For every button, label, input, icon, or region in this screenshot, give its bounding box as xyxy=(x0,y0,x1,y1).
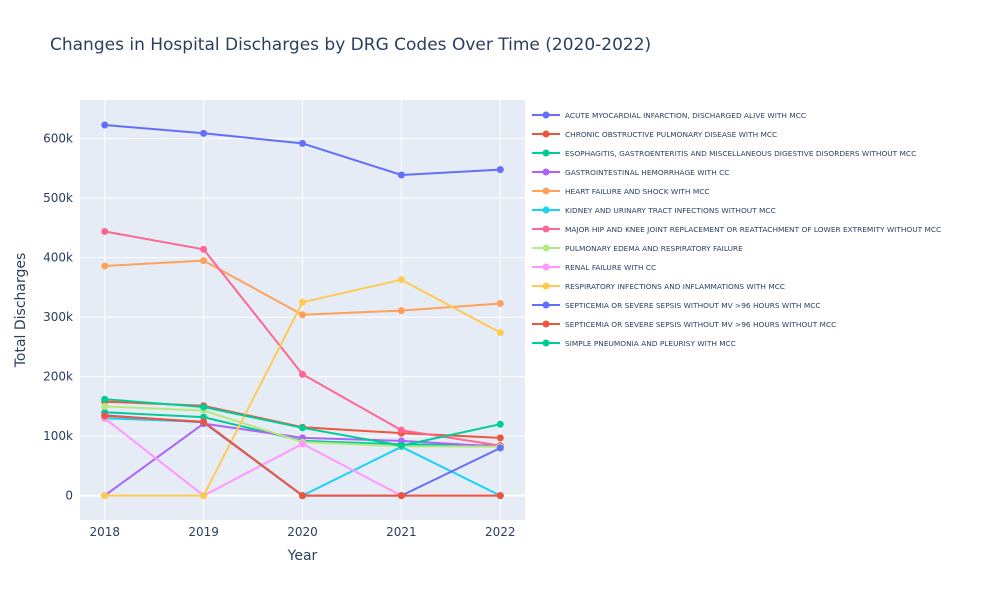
x-tick-label: 2021 xyxy=(386,525,417,539)
y-tick-label: 300k xyxy=(43,310,73,324)
data-point xyxy=(496,329,504,337)
x-axis-ticks: 2018 2019 2020 2021 2022 xyxy=(89,525,515,539)
data-point xyxy=(200,245,208,253)
legend-label: MAJOR HIP AND KNEE JOINT REPLACEMENT OR … xyxy=(565,225,941,234)
legend-label: RENAL FAILURE WITH CC xyxy=(565,263,656,272)
legend-marker xyxy=(542,130,550,138)
legend-label: GASTROINTESTINAL HEMORRHAGE WITH CC xyxy=(565,168,729,177)
data-point xyxy=(299,424,306,432)
legend-item: ESOPHAGITIS, GASTROENTERITIS AND MISCELL… xyxy=(532,149,916,158)
legend-item: RENAL FAILURE WITH CC xyxy=(532,263,656,272)
data-point xyxy=(496,434,504,442)
data-point xyxy=(299,139,306,147)
legend-marker xyxy=(542,111,550,119)
legend-label: HEART FAILURE AND SHOCK WITH MCC xyxy=(565,187,710,196)
data-point xyxy=(299,298,306,306)
data-point xyxy=(299,492,306,500)
legend-label: PULMONARY EDEMA AND RESPIRATORY FAILURE xyxy=(565,244,743,253)
data-point xyxy=(496,420,504,428)
legend-marker xyxy=(542,244,550,252)
legend-marker xyxy=(542,339,550,347)
legend-marker xyxy=(542,187,550,195)
data-point xyxy=(200,129,208,137)
legend-item: CHRONIC OBSTRUCTIVE PULMONARY DISEASE WI… xyxy=(532,130,777,139)
legend-item: SEPTICEMIA OR SEVERE SEPSIS WITHOUT MV >… xyxy=(532,301,821,310)
legend-item: PULMONARY EDEMA AND RESPIRATORY FAILURE xyxy=(532,244,743,253)
legend-item: SEPTICEMIA OR SEVERE SEPSIS WITHOUT MV >… xyxy=(532,320,836,329)
data-point xyxy=(299,440,306,448)
legend-label: SEPTICEMIA OR SEVERE SEPSIS WITHOUT MV >… xyxy=(565,320,836,329)
legend-item: HEART FAILURE AND SHOCK WITH MCC xyxy=(532,187,710,196)
legend-item: SIMPLE PNEUMONIA AND PLEURISY WITH MCC xyxy=(532,339,736,348)
data-point xyxy=(101,227,109,235)
y-tick-label: 0 xyxy=(65,489,73,503)
data-point xyxy=(397,171,405,179)
data-point xyxy=(496,492,504,500)
x-tick-label: 2020 xyxy=(287,525,318,539)
data-point xyxy=(200,257,208,265)
y-axis-label: Total Discharges xyxy=(13,253,29,369)
legend-label: SEPTICEMIA OR SEVERE SEPSIS WITHOUT MV >… xyxy=(565,301,821,310)
y-axis-ticks: 0 100k 200k 300k 400k 500k 600k xyxy=(43,132,73,503)
legend-marker xyxy=(542,282,550,290)
legend-marker xyxy=(542,263,550,271)
data-point xyxy=(101,412,109,420)
series-group xyxy=(101,276,504,500)
data-point xyxy=(496,444,504,452)
y-tick-label: 200k xyxy=(43,370,73,384)
legend-marker xyxy=(542,320,550,328)
legend-marker xyxy=(542,301,550,309)
data-point xyxy=(299,370,306,378)
data-point xyxy=(299,311,306,319)
legend: ACUTE MYOCARDIAL INFARCTION, DISCHARGED … xyxy=(532,111,941,348)
x-axis-label: Year xyxy=(287,548,318,564)
chart-title: Changes in Hospital Discharges by DRG Co… xyxy=(50,35,651,55)
data-point xyxy=(397,307,405,315)
data-point xyxy=(200,492,208,500)
data-point xyxy=(397,276,405,284)
legend-marker xyxy=(542,225,550,233)
legend-label: KIDNEY AND URINARY TRACT INFECTIONS WITH… xyxy=(565,206,776,215)
legend-item: GASTROINTESTINAL HEMORRHAGE WITH CC xyxy=(532,168,729,177)
data-point xyxy=(397,426,405,434)
data-point xyxy=(496,299,504,307)
y-tick-label: 500k xyxy=(43,191,73,205)
x-tick-label: 2019 xyxy=(188,525,219,539)
data-point xyxy=(397,492,405,500)
series-group xyxy=(101,395,504,450)
series-group xyxy=(101,121,504,179)
data-point xyxy=(397,442,405,450)
y-tick-label: 400k xyxy=(43,251,73,265)
data-point xyxy=(101,395,109,403)
legend-marker xyxy=(542,168,550,176)
series-group xyxy=(101,257,504,319)
series-lines xyxy=(101,121,504,500)
data-point xyxy=(496,166,504,174)
legend-label: RESPIRATORY INFECTIONS AND INFLAMMATIONS… xyxy=(565,282,785,291)
legend-label: ACUTE MYOCARDIAL INFARCTION, DISCHARGED … xyxy=(565,111,806,120)
series-group xyxy=(101,412,504,500)
legend-label: ESOPHAGITIS, GASTROENTERITIS AND MISCELL… xyxy=(565,149,916,158)
legend-item: ACUTE MYOCARDIAL INFARCTION, DISCHARGED … xyxy=(532,111,806,120)
data-point xyxy=(200,403,208,411)
legend-item: RESPIRATORY INFECTIONS AND INFLAMMATIONS… xyxy=(532,282,785,291)
legend-marker xyxy=(542,149,550,157)
data-point xyxy=(101,121,109,129)
legend-label: SIMPLE PNEUMONIA AND PLEURISY WITH MCC xyxy=(565,339,736,348)
y-tick-label: 600k xyxy=(43,132,73,146)
legend-item: KIDNEY AND URINARY TRACT INFECTIONS WITH… xyxy=(532,206,776,215)
y-tick-label: 100k xyxy=(43,429,73,443)
data-point xyxy=(101,402,109,410)
legend-item: MAJOR HIP AND KNEE JOINT REPLACEMENT OR … xyxy=(532,225,941,234)
x-tick-label: 2022 xyxy=(485,525,516,539)
x-tick-label: 2018 xyxy=(89,525,120,539)
legend-marker xyxy=(542,206,550,214)
data-point xyxy=(200,418,208,426)
legend-label: CHRONIC OBSTRUCTIVE PULMONARY DISEASE WI… xyxy=(565,130,777,139)
data-point xyxy=(101,262,109,270)
data-point xyxy=(101,492,109,500)
